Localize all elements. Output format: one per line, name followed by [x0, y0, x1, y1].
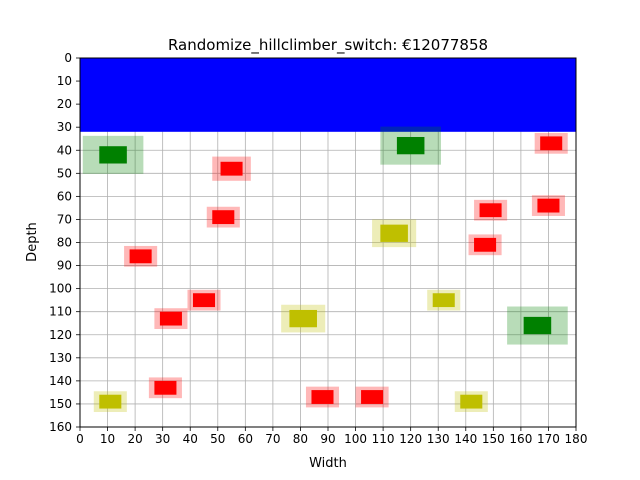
x-tick-label: 40 — [183, 432, 198, 446]
red-item — [534, 132, 568, 154]
x-tick-label: 50 — [210, 432, 225, 446]
red-item-core — [192, 293, 216, 308]
y-tick-label: 130 — [49, 351, 72, 365]
red-item — [154, 308, 188, 329]
x-tick-label: 0 — [76, 432, 84, 446]
red-item — [305, 386, 340, 408]
green-item-core — [396, 136, 425, 155]
x-tick-label: 170 — [537, 432, 560, 446]
x-tick-label: 100 — [344, 432, 367, 446]
olive-item — [427, 289, 461, 311]
y-tick-label: 100 — [49, 282, 72, 296]
y-tick-label: 50 — [57, 166, 72, 180]
olive-item — [281, 304, 326, 333]
red-item — [355, 386, 389, 408]
green-item — [507, 306, 568, 345]
red-item — [124, 245, 158, 267]
red-item — [206, 206, 240, 228]
y-tick-label: 60 — [57, 189, 72, 203]
x-tick-label: 30 — [155, 432, 170, 446]
red-item — [468, 234, 502, 256]
red-item — [474, 199, 508, 221]
red-item-core — [311, 390, 334, 404]
y-tick-label: 90 — [57, 259, 72, 273]
green-item — [82, 135, 144, 174]
red-item — [212, 156, 251, 181]
red-item-core — [212, 210, 235, 225]
olive-item — [93, 391, 127, 413]
y-tick-label: 160 — [49, 420, 72, 434]
x-tick-label: 120 — [399, 432, 422, 446]
x-tick-label: 90 — [320, 432, 335, 446]
red-item-core — [220, 161, 243, 176]
regions-layer — [80, 58, 576, 132]
red-item-core — [479, 203, 502, 218]
y-tick-label: 40 — [57, 143, 72, 157]
olive-item-core — [432, 293, 455, 308]
x-tick-label: 20 — [127, 432, 142, 446]
x-tick-label: 160 — [509, 432, 532, 446]
blue-region — [80, 58, 576, 132]
red-item-core — [361, 390, 384, 404]
red-item-core — [474, 237, 497, 252]
olive-item-core — [289, 309, 317, 328]
x-tick-label: 10 — [100, 432, 115, 446]
x-tick-label: 110 — [372, 432, 395, 446]
plot-area — [79, 57, 577, 428]
olive-item — [372, 219, 417, 248]
x-tick-label: 130 — [427, 432, 450, 446]
olive-item — [454, 391, 488, 413]
y-tick-label: 30 — [57, 120, 72, 134]
y-axis: 0 10 20 30 40 50 60 70 80 90 100 110 120 130 140 150 160 — [49, 51, 80, 434]
x-tick-label: 180 — [565, 432, 588, 446]
chart-title: Randomize_hillclimber_switch: €12077858 — [168, 36, 488, 55]
y-tick-label: 120 — [49, 328, 72, 342]
x-axis: 0 10 20 30 40 50 60 70 80 90 100 110 120 130 140 150 160… — [76, 427, 587, 446]
olive-item-core — [460, 394, 483, 409]
y-tick-label: 70 — [57, 212, 72, 226]
x-tick-label: 60 — [238, 432, 253, 446]
red-item-core — [129, 249, 152, 264]
y-tick-label: 0 — [64, 51, 72, 65]
green-item-core — [99, 146, 127, 164]
red-item — [148, 377, 182, 399]
x-tick-label: 70 — [265, 432, 280, 446]
y-tick-label: 80 — [57, 236, 72, 250]
red-item — [187, 289, 221, 311]
red-item-core — [159, 311, 182, 326]
y-tick-label: 140 — [49, 374, 72, 388]
y-tick-label: 20 — [57, 97, 72, 111]
olive-item-core — [380, 224, 408, 242]
red-item — [531, 195, 565, 216]
red-item-core — [540, 136, 563, 151]
y-tick-label: 10 — [57, 74, 72, 88]
green-item — [380, 126, 441, 165]
items-layer — [82, 126, 568, 413]
red-item-core — [154, 380, 177, 395]
x-axis-label: Width — [309, 456, 347, 471]
olive-item-core — [99, 394, 122, 409]
red-item-core — [537, 198, 560, 213]
y-tick-label: 150 — [49, 397, 72, 411]
x-tick-label: 150 — [482, 432, 505, 446]
x-tick-label: 80 — [293, 432, 308, 446]
y-axis-label: Depth — [25, 222, 40, 262]
y-tick-label: 110 — [49, 305, 72, 319]
green-item-core — [523, 316, 552, 335]
x-tick-label: 140 — [454, 432, 477, 446]
